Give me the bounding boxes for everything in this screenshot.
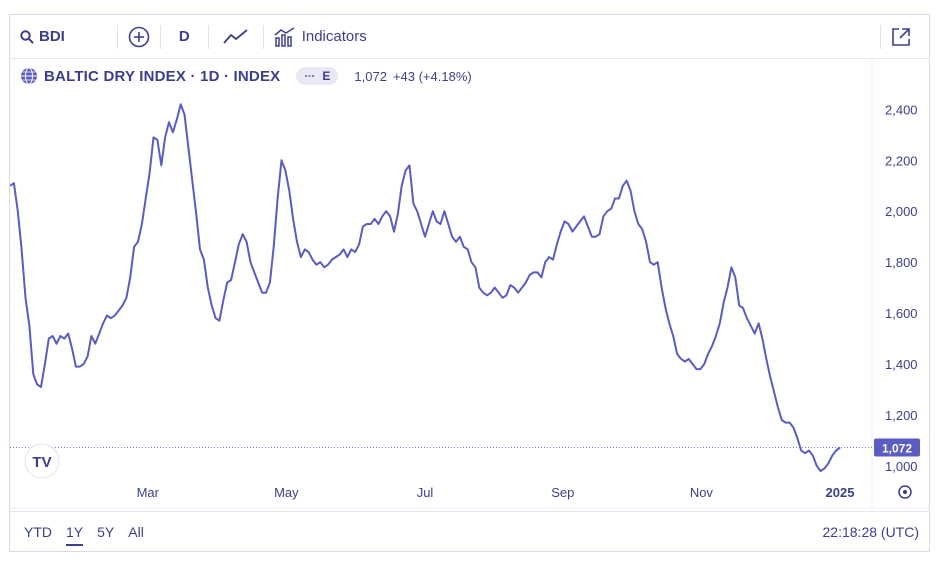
toolbar-divider	[880, 25, 881, 49]
interval-button[interactable]: D	[178, 28, 190, 45]
toolbar-divider	[207, 24, 209, 49]
y-tick-label: 2,400	[885, 102, 918, 117]
settings-icon-center	[903, 490, 907, 494]
toolbar-divider	[262, 24, 264, 49]
badge-label: E	[322, 69, 331, 83]
y-tick-label: 1,000	[885, 459, 918, 474]
chart-widget: BDI D Indicators BALTIC DRY INDEX · 1D ·…	[9, 14, 930, 552]
x-tick-label: Mar	[137, 485, 160, 500]
tradingview-logo-text: TV	[32, 454, 51, 471]
top-toolbar: BDI D Indicators	[10, 15, 929, 59]
range-1y[interactable]: 1Y	[66, 523, 84, 546]
toolbar-divider	[116, 24, 118, 49]
range-5y[interactable]: 5Y	[97, 523, 115, 540]
line-chart-icon	[223, 28, 248, 44]
range-ytd[interactable]: YTD	[24, 523, 52, 540]
y-tick-label: 1,400	[885, 357, 918, 372]
tradingview-logo	[24, 443, 60, 479]
series-title: BALTIC DRY INDEX · 1D · INDEX	[44, 67, 281, 85]
last-price-label-bg	[874, 438, 920, 457]
fullscreen-button[interactable]	[881, 15, 921, 59]
indicators-button[interactable]: Indicators	[264, 15, 377, 59]
price-change: +43 (+4.18%)	[392, 68, 472, 84]
x-tick-label: 2025	[826, 485, 855, 500]
symbol-search[interactable]: BDI	[10, 15, 75, 59]
price-chart[interactable]: 1,000 1,200 1,400 1,600 1,800 2,000 2,200 2,400…	[10, 59, 929, 509]
eye-icon	[305, 75, 316, 77]
toolbar-divider	[159, 24, 161, 49]
bottom-bar: YTD 1Y 5Y All 22:18:28 (UTC)	[10, 511, 929, 551]
exchange-badge[interactable]: E	[296, 67, 339, 85]
last-price-label: 1,072	[882, 442, 912, 456]
search-icon	[20, 29, 34, 43]
y-tick-label: 1,200	[885, 408, 918, 423]
series-line	[10, 103, 841, 472]
x-tick-label: Jul	[417, 485, 434, 500]
y-tick-label: 2,200	[885, 153, 918, 168]
y-tick-label: 1,600	[885, 306, 918, 321]
indicators-icon	[274, 26, 295, 47]
series-legend: BALTIC DRY INDEX · 1D · INDEX E 1,072 +4…	[20, 67, 472, 85]
x-tick-label: Sep	[551, 485, 574, 500]
globe-icon	[21, 67, 37, 85]
toolbar-right	[880, 15, 921, 59]
y-tick-label: 1,800	[885, 255, 918, 270]
x-tick-label: Nov	[690, 485, 714, 500]
chart-type-button[interactable]	[209, 15, 263, 59]
range-all[interactable]: All	[128, 523, 144, 540]
last-price: 1,072	[354, 68, 387, 84]
compare-button[interactable]	[118, 15, 160, 59]
x-tick-label: May	[274, 485, 299, 500]
utc-clock: 22:18:28 (UTC)	[822, 524, 919, 540]
y-tick-label: 2,000	[885, 204, 918, 219]
external-link-icon	[892, 28, 910, 46]
settings-icon	[898, 485, 912, 499]
plus-circle-icon	[128, 26, 150, 47]
indicators-label: Indicators	[301, 28, 367, 45]
symbol-label: BDI	[39, 28, 65, 45]
